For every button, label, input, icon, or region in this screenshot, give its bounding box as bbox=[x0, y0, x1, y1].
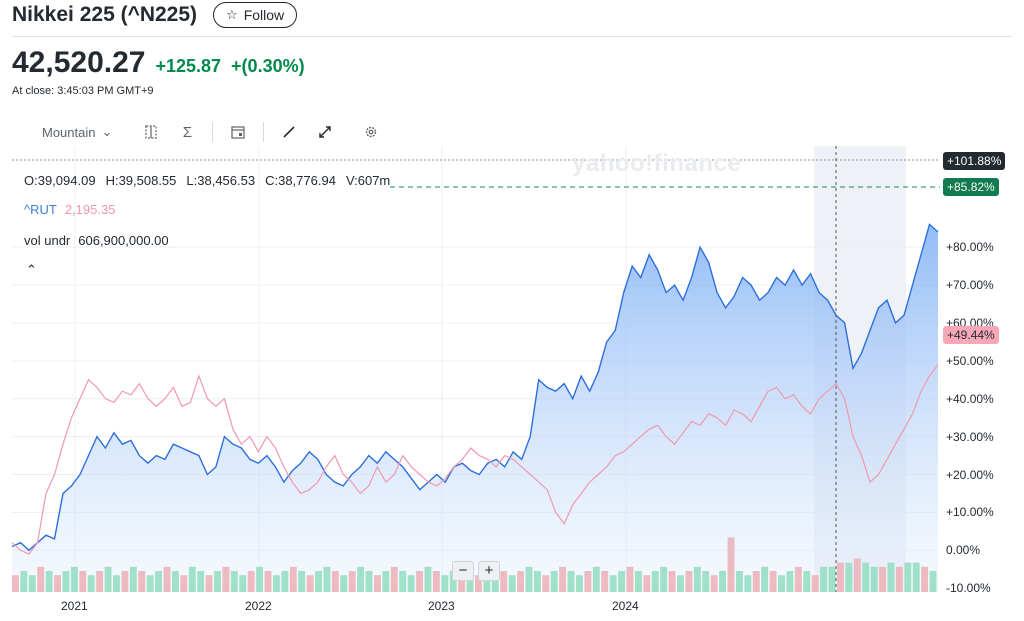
y-tick-label: +50.00% bbox=[946, 353, 994, 368]
zoom-controls: − + bbox=[452, 561, 500, 581]
price-change: +125.87 bbox=[155, 56, 222, 76]
zoom-out-button[interactable]: − bbox=[452, 561, 474, 581]
volume-legend: vol undr 606,900,000.00 bbox=[24, 233, 169, 248]
x-tick-label: 2021 bbox=[61, 599, 88, 613]
y-tick-label: +40.00% bbox=[946, 391, 994, 406]
ohlc-open: O:39,094.09 bbox=[24, 173, 96, 188]
x-tick-label: 2023 bbox=[428, 599, 455, 613]
compare-symbol: ^RUT bbox=[24, 202, 57, 217]
indicators-icon[interactable]: Σ bbox=[182, 123, 193, 141]
price-row: 42,520.27 +125.87 +(0.30%) bbox=[12, 46, 305, 80]
volume-value: 606,900,000.00 bbox=[78, 233, 169, 248]
zoom-in-button[interactable]: + bbox=[478, 561, 500, 581]
price-change-pct: +(0.30%) bbox=[231, 56, 305, 76]
x-tick-label: 2022 bbox=[245, 599, 272, 613]
page-title: Nikkei 225 (^N225) bbox=[12, 3, 198, 26]
star-icon: ☆ bbox=[226, 7, 238, 22]
rut-line bbox=[11, 364, 939, 555]
last-price: 42,520.27 bbox=[12, 46, 146, 79]
watermark: yahoo!finance bbox=[572, 150, 742, 177]
y-value-badge: +101.88% bbox=[943, 152, 1006, 170]
y-tick-label: +70.00% bbox=[946, 278, 994, 293]
collapse-legend-icon[interactable]: ⌃ bbox=[26, 262, 37, 277]
chart-type-dropdown[interactable]: Mountain ⌄ bbox=[42, 124, 112, 140]
y-tick-label: 0.00% bbox=[946, 543, 981, 558]
y-tick-label: +30.00% bbox=[946, 429, 994, 444]
y-tick-label: +20.00% bbox=[946, 467, 994, 482]
ohlc-volume: V:607m bbox=[345, 173, 391, 188]
y-value-badge: +85.82% bbox=[943, 178, 999, 196]
chevron-down-icon: ⌄ bbox=[101, 124, 113, 139]
close-time: At close: 3:45:03 PM GMT+9 bbox=[12, 85, 154, 97]
chart-type-label: Mountain bbox=[42, 124, 96, 140]
volume-label: vol undr bbox=[24, 233, 71, 248]
nikkei-line bbox=[11, 223, 939, 552]
fullscreen-icon[interactable] bbox=[314, 121, 336, 143]
toolbar-divider bbox=[212, 122, 214, 142]
x-tick-label: 2024 bbox=[612, 599, 639, 613]
compare-value: 2,195.35 bbox=[64, 202, 116, 217]
ohlc-high: H:39,508.55 bbox=[105, 173, 177, 188]
follow-button[interactable]: ☆ Follow bbox=[213, 2, 298, 28]
quote-header: Nikkei 225 (^N225) ☆ Follow bbox=[12, 2, 298, 28]
compare-legend[interactable]: ^RUT 2,195.35 bbox=[24, 202, 115, 217]
ohlc-low: L:38,456.53 bbox=[186, 173, 256, 188]
y-tick-label: +10.00% bbox=[946, 505, 994, 520]
ohlc-legend: O:39,094.09 H:39,508.55 L:38,456.53 C:38… bbox=[24, 173, 390, 188]
settings-icon[interactable] bbox=[360, 121, 382, 143]
draw-icon[interactable] bbox=[278, 121, 300, 143]
y-tick-label: +80.00% bbox=[946, 240, 994, 255]
events-icon[interactable] bbox=[227, 121, 249, 143]
toolbar-divider bbox=[263, 122, 265, 142]
chart-toolbar: Mountain ⌄ Σ bbox=[42, 120, 396, 144]
nikkei-area bbox=[12, 224, 938, 592]
ohlc-close: C:38,776.94 bbox=[265, 173, 336, 188]
y-value-badge: +49.44% bbox=[943, 326, 999, 344]
y-tick-label: -10.00% bbox=[946, 581, 991, 596]
compare-icon[interactable] bbox=[140, 121, 162, 143]
follow-label: Follow bbox=[243, 7, 285, 23]
header-divider bbox=[12, 36, 1012, 37]
